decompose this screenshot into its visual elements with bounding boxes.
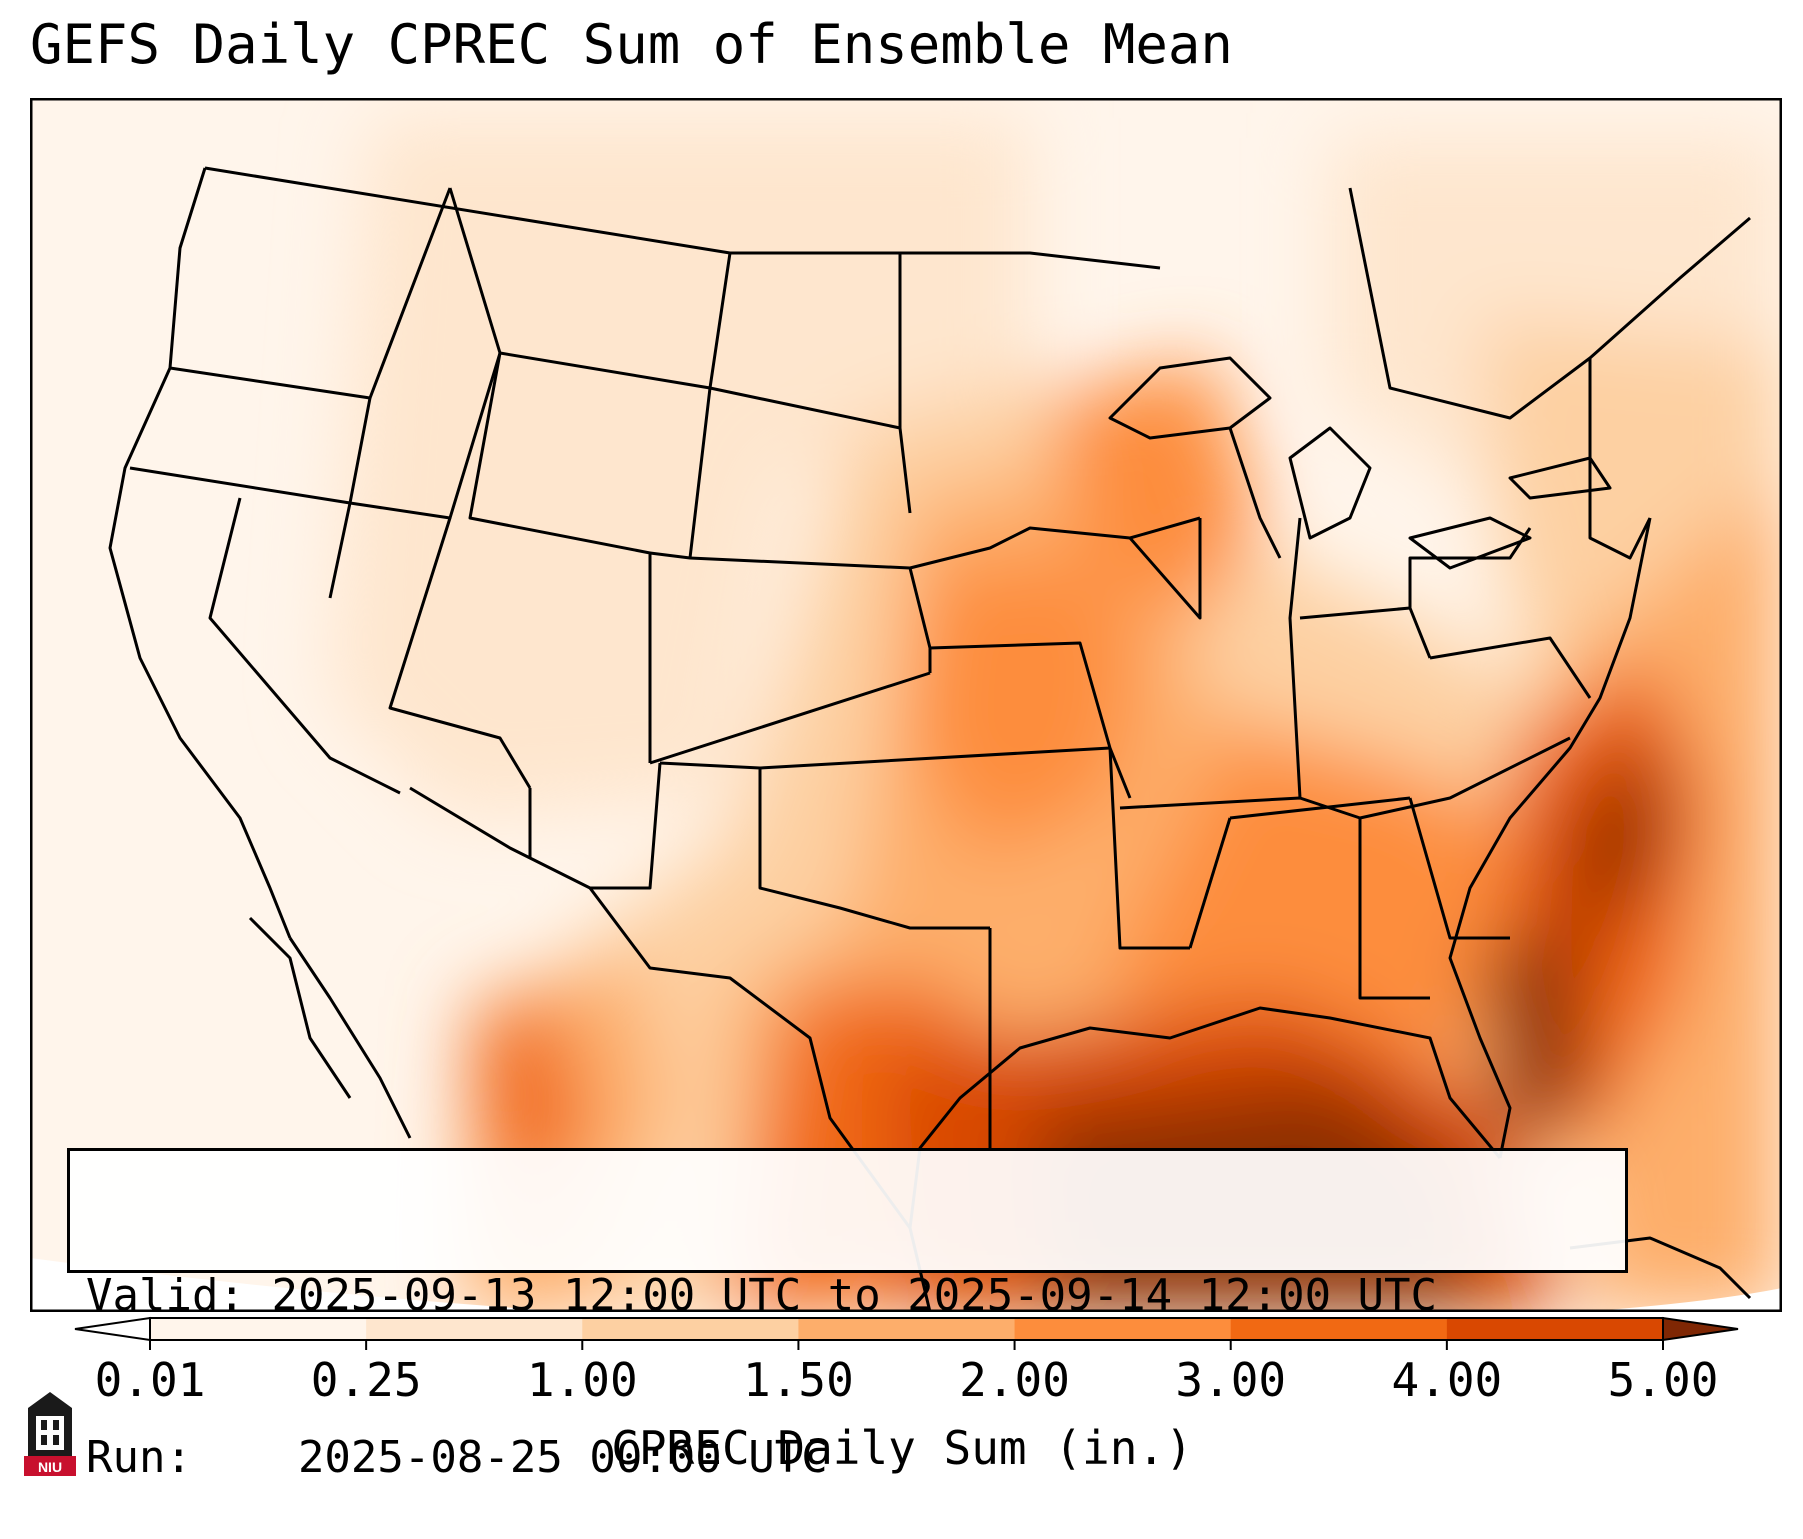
colorbar-bin (366, 1318, 583, 1340)
university-tower-icon (24, 1392, 76, 1476)
colorbar-bin (1014, 1318, 1232, 1340)
projection-edge (30, 1258, 1782, 1312)
logo-text: NIU (37, 1459, 63, 1475)
colorbar-bin (582, 1318, 799, 1340)
run-value: 2025-08-25 00:00 UTC (297, 1432, 828, 1483)
colorbar-tick-label: 4.00 (1391, 1353, 1503, 1407)
colorbar-tick-label: 2.00 (959, 1353, 1070, 1407)
map-title: GEFS Daily CPREC Sum of Ensemble Mean (30, 13, 1233, 76)
colorbar-label: CPREC Daily Sum (in.) (611, 1421, 1193, 1475)
valid-line: Valid: 2025-09-13 12:00 UTC to 2025-09-1… (86, 1269, 1609, 1323)
colorbar-tick-label: 1.00 (526, 1353, 638, 1407)
colorbar-bin (150, 1318, 367, 1340)
state-boundaries (108, 166, 1752, 1312)
precip-map (30, 98, 1782, 1312)
run-line: Run: 2025-08-25 00:00 UTC (86, 1431, 1609, 1485)
map-border (30, 98, 1782, 1312)
valid-label: Valid: (86, 1270, 245, 1321)
colorbar-tick-label: 0.25 (310, 1353, 422, 1407)
colorbar-over-arrow (1662, 1316, 1739, 1342)
colorbar-bin (798, 1318, 1016, 1340)
niu-logo: NIU (20, 1386, 80, 1478)
colorbar-bin (1230, 1318, 1448, 1340)
colorbar-under-arrow (74, 1316, 151, 1342)
colorbar-bin (1446, 1318, 1664, 1340)
valid-run-info-box: Valid: 2025-09-13 12:00 UTC to 2025-09-1… (67, 1148, 1628, 1483)
colorbar-tick-label: 1.50 (743, 1353, 854, 1407)
colorbar (74, 1316, 1739, 1350)
colorbar-outline (149, 1317, 1664, 1341)
run-label: Run: (86, 1432, 192, 1483)
colorbar-tick-label: 0.01 (94, 1353, 206, 1407)
colorbar-tick-label: 5.00 (1607, 1353, 1719, 1407)
colorbar-tick-label: 3.00 (1175, 1353, 1287, 1407)
valid-value: 2025-09-13 12:00 UTC to 2025-09-14 12:00… (271, 1270, 1438, 1321)
